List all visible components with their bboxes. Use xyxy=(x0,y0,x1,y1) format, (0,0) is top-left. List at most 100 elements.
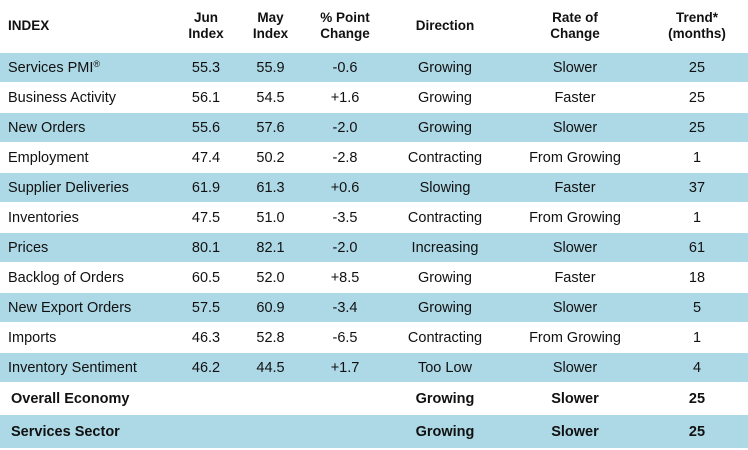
row-name: New Export Orders xyxy=(0,292,175,323)
header-may-index: May Index xyxy=(237,0,304,53)
row-change: -6.5 xyxy=(304,322,386,353)
summary-rate: Slower xyxy=(504,414,646,448)
row-name: New Orders xyxy=(0,112,175,143)
row-direction: Slowing xyxy=(386,172,504,203)
row-name: Business Activity xyxy=(0,82,175,113)
row-may: 51.0 xyxy=(237,202,304,233)
table-row: Business Activity 56.1 54.5 +1.6 Growing… xyxy=(0,82,748,113)
row-jun: 46.3 xyxy=(175,322,237,353)
table-row: Imports 46.3 52.8 -6.5 Contracting From … xyxy=(0,322,748,353)
row-jun: 47.5 xyxy=(175,202,237,233)
row-name: Inventories xyxy=(0,202,175,233)
row-rate: Slower xyxy=(504,292,646,323)
row-jun: 57.5 xyxy=(175,292,237,323)
row-may: 44.5 xyxy=(237,352,304,383)
header-jun-index: Jun Index xyxy=(175,0,237,53)
summary-direction: Growing xyxy=(386,382,504,415)
row-change: -3.5 xyxy=(304,202,386,233)
row-change: -0.6 xyxy=(304,52,386,83)
row-name: Employment xyxy=(0,142,175,173)
row-trend: 1 xyxy=(646,142,748,173)
summary-jun-empty xyxy=(175,414,237,448)
row-may: 60.9 xyxy=(237,292,304,323)
row-trend: 25 xyxy=(646,112,748,143)
row-change: -2.8 xyxy=(304,142,386,173)
table-row: Supplier Deliveries 61.9 61.3 +0.6 Slowi… xyxy=(0,172,748,203)
row-change: +1.6 xyxy=(304,82,386,113)
row-jun: 55.3 xyxy=(175,52,237,83)
table-row: Prices 80.1 82.1 -2.0 Increasing Slower … xyxy=(0,232,748,263)
row-rate: Slower xyxy=(504,352,646,383)
summary-name: Services Sector xyxy=(0,414,175,448)
row-name: Supplier Deliveries xyxy=(0,172,175,203)
row-jun: 56.1 xyxy=(175,82,237,113)
row-trend: 25 xyxy=(646,82,748,113)
header-direction: Direction xyxy=(386,0,504,53)
row-direction: Contracting xyxy=(386,142,504,173)
row-rate: Slower xyxy=(504,112,646,143)
row-direction: Growing xyxy=(386,112,504,143)
summary-change-empty xyxy=(304,414,386,448)
row-name: Backlog of Orders xyxy=(0,262,175,293)
row-rate: Faster xyxy=(504,82,646,113)
row-direction: Increasing xyxy=(386,232,504,263)
row-change: +0.6 xyxy=(304,172,386,203)
row-change: -2.0 xyxy=(304,232,386,263)
summary-trend: 25 xyxy=(646,382,748,415)
row-may: 52.0 xyxy=(237,262,304,293)
row-direction: Contracting xyxy=(386,322,504,353)
table-row: New Export Orders 57.5 60.9 -3.4 Growing… xyxy=(0,292,748,323)
row-name: Prices xyxy=(0,232,175,263)
header-index: INDEX xyxy=(0,0,175,53)
row-trend: 37 xyxy=(646,172,748,203)
row-direction: Contracting xyxy=(386,202,504,233)
row-jun: 46.2 xyxy=(175,352,237,383)
row-may: 57.6 xyxy=(237,112,304,143)
table-row: Inventories 47.5 51.0 -3.5 Contracting F… xyxy=(0,202,748,233)
row-change: +8.5 xyxy=(304,262,386,293)
header-row: INDEX Jun Index May Index % Point Change Di… xyxy=(0,0,748,53)
row-rate: From Growing xyxy=(504,142,646,173)
table-row: New Orders 55.6 57.6 -2.0 Growing Slower… xyxy=(0,112,748,143)
summary-jun-empty xyxy=(175,382,237,415)
row-direction: Growing xyxy=(386,292,504,323)
row-direction: Too Low xyxy=(386,352,504,383)
header-trend: Trend* (months) xyxy=(646,0,748,53)
row-jun: 61.9 xyxy=(175,172,237,203)
row-rate: Slower xyxy=(504,232,646,263)
row-direction: Growing xyxy=(386,82,504,113)
row-may: 52.8 xyxy=(237,322,304,353)
row-rate: Slower xyxy=(504,52,646,83)
row-trend: 25 xyxy=(646,52,748,83)
row-rate: From Growing xyxy=(504,202,646,233)
row-trend: 4 xyxy=(646,352,748,383)
row-change: +1.7 xyxy=(304,352,386,383)
row-may: 54.5 xyxy=(237,82,304,113)
row-trend: 18 xyxy=(646,262,748,293)
header-point-change: % Point Change xyxy=(304,0,386,53)
row-rate: From Growing xyxy=(504,322,646,353)
summary-direction: Growing xyxy=(386,414,504,448)
summary-may-empty xyxy=(237,414,304,448)
row-name: Services PMI® xyxy=(0,52,175,83)
summary-row-services-sector: Services Sector Growing Slower 25 xyxy=(0,414,748,448)
table-row: Inventory Sentiment 46.2 44.5 +1.7 Too L… xyxy=(0,352,748,383)
row-may: 50.2 xyxy=(237,142,304,173)
row-direction: Growing xyxy=(386,52,504,83)
summary-name: Overall Economy xyxy=(0,382,175,415)
row-jun: 60.5 xyxy=(175,262,237,293)
row-may: 55.9 xyxy=(237,52,304,83)
row-trend: 61 xyxy=(646,232,748,263)
row-rate: Faster xyxy=(504,172,646,203)
row-jun: 47.4 xyxy=(175,142,237,173)
row-change: -2.0 xyxy=(304,112,386,143)
table-row: Services PMI® 55.3 55.9 -0.6 Growing Slo… xyxy=(0,52,748,83)
row-may: 82.1 xyxy=(237,232,304,263)
summary-may-empty xyxy=(237,382,304,415)
row-jun: 80.1 xyxy=(175,232,237,263)
header-rate-of-change: Rate of Change xyxy=(504,0,646,53)
row-name: Inventory Sentiment xyxy=(0,352,175,383)
table-row: Backlog of Orders 60.5 52.0 +8.5 Growing… xyxy=(0,262,748,293)
row-direction: Growing xyxy=(386,262,504,293)
